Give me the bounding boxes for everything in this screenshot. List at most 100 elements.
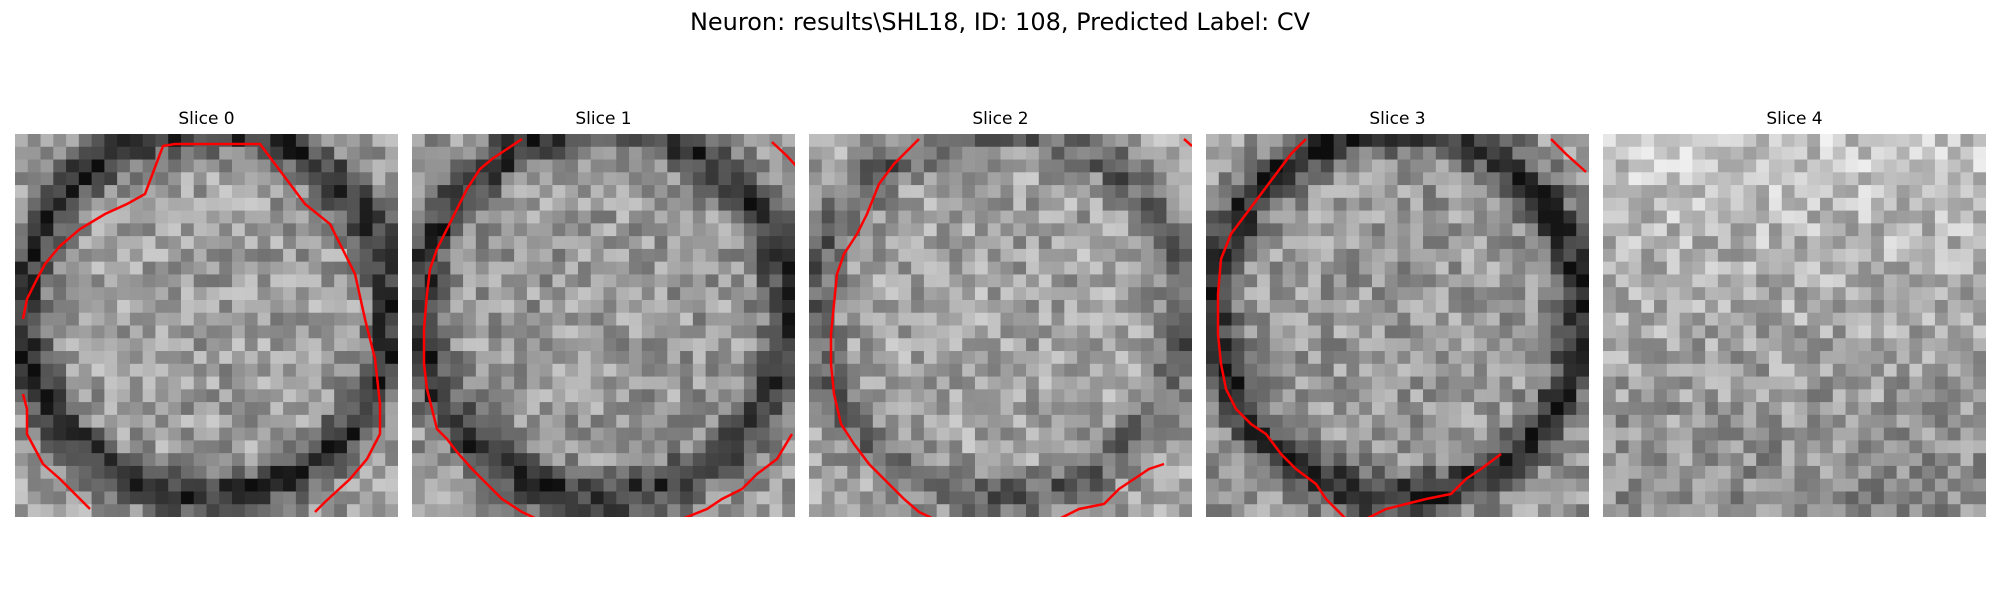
pixel (78, 440, 93, 454)
pixel (923, 185, 938, 199)
pixel (168, 287, 182, 301)
pixel (27, 363, 42, 378)
pixel (616, 236, 630, 250)
pixel (756, 504, 770, 517)
pixel (91, 376, 105, 390)
pixel (1512, 159, 1526, 173)
pixel (885, 248, 899, 263)
pixel (923, 325, 938, 339)
pixel (1871, 223, 1885, 237)
pixel (1768, 376, 1783, 390)
pixel (1781, 440, 1795, 454)
pixel (1628, 351, 1642, 365)
pixel (1166, 312, 1180, 326)
pixel (756, 491, 770, 505)
pixel (821, 261, 836, 275)
pixel (1206, 172, 1220, 186)
pixel (15, 453, 29, 467)
pixel (1474, 210, 1488, 224)
pixel (1077, 478, 1091, 492)
pixel (437, 159, 451, 173)
pixel (1603, 312, 1617, 326)
pixel (1705, 491, 1719, 505)
pixel (1499, 299, 1513, 314)
pixel (1474, 197, 1488, 212)
pixel (463, 504, 477, 517)
pixel (1102, 185, 1116, 199)
pixel (539, 210, 553, 224)
pixel (1179, 236, 1192, 250)
pixel (129, 465, 144, 480)
pixel (1397, 491, 1411, 505)
pixel (1615, 427, 1630, 441)
pixel (1397, 236, 1411, 250)
pixel (359, 478, 373, 492)
pixel (1794, 274, 1808, 288)
pixel (1102, 261, 1116, 275)
pixel (885, 376, 899, 390)
pixel (1576, 478, 1589, 492)
pixel (1077, 287, 1091, 301)
pixel (898, 210, 912, 224)
pixel (1435, 351, 1450, 365)
pixel (1320, 223, 1335, 237)
pixel (769, 197, 783, 212)
pixel (885, 299, 899, 314)
pixel (155, 504, 169, 517)
pixel (168, 376, 182, 390)
pixel (129, 402, 144, 416)
pixel (501, 427, 515, 441)
pixel (1615, 299, 1630, 314)
pixel (1563, 491, 1577, 505)
pixel (743, 325, 758, 339)
pixel (270, 465, 284, 480)
pixel (1641, 274, 1655, 288)
pixel (1115, 453, 1129, 467)
pixel (117, 185, 131, 199)
pixel (1038, 159, 1053, 173)
pixel (1692, 312, 1706, 326)
pixel (1282, 325, 1296, 339)
pixel (1871, 261, 1885, 275)
pixel (1871, 338, 1885, 352)
pixel (1140, 478, 1155, 492)
pixel (1423, 223, 1437, 237)
pixel (1474, 504, 1488, 517)
pixel (539, 223, 553, 237)
pixel (1832, 325, 1847, 339)
pixel (962, 325, 976, 339)
pixel (769, 287, 783, 301)
pixel (27, 261, 42, 275)
pixel (1308, 376, 1322, 390)
pixel (424, 172, 439, 186)
pixel (168, 210, 182, 224)
slice-title: Slice 4 (1766, 109, 1823, 129)
pixel (616, 338, 630, 352)
pixel (117, 287, 131, 301)
pixel (885, 389, 899, 403)
pixel (1692, 478, 1706, 492)
pixel (1666, 210, 1681, 224)
pixel (463, 210, 477, 224)
pixel (629, 402, 643, 416)
pixel (1140, 197, 1155, 212)
pixel (782, 325, 795, 339)
pixel (680, 504, 694, 517)
pixel (1666, 236, 1681, 250)
pixel (1179, 185, 1192, 199)
pixel (1654, 453, 1668, 467)
pixel (987, 159, 1001, 173)
pixel (1807, 287, 1821, 301)
pixel (1423, 440, 1437, 454)
pixel (155, 325, 169, 339)
pixel (346, 363, 361, 378)
pixel (1499, 351, 1513, 365)
slice-heatmap (1206, 134, 1589, 517)
pixel (860, 465, 874, 480)
pixel (743, 453, 758, 467)
pixel (1537, 402, 1552, 416)
pixel (1166, 504, 1180, 517)
pixel (731, 223, 745, 237)
pixel (514, 338, 528, 352)
pixel (334, 453, 348, 467)
